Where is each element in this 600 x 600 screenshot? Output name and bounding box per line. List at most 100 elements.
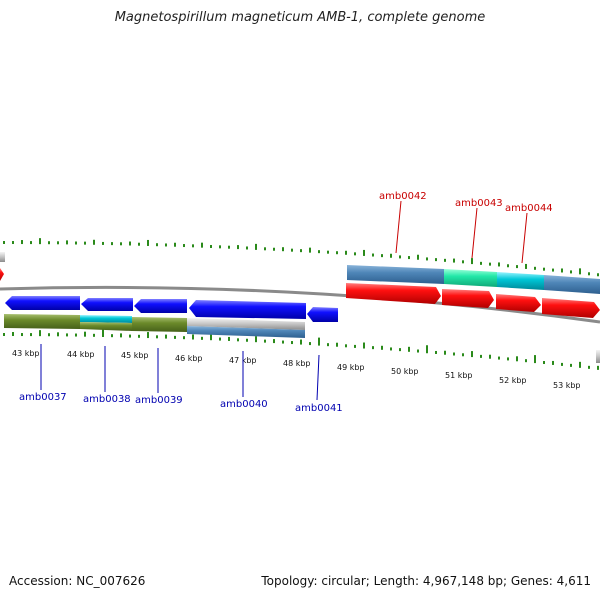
gc-tick bbox=[264, 339, 266, 343]
gene-label-amb0038[interactable]: amb0038 bbox=[83, 394, 131, 405]
gc-tick bbox=[84, 241, 86, 245]
forward-gene-track bbox=[346, 283, 600, 318]
gc-tick bbox=[273, 339, 275, 344]
gc-tick bbox=[66, 333, 68, 337]
gene-label-amb0044[interactable]: amb0044 bbox=[505, 203, 553, 214]
kbp-label: 45 kbp bbox=[121, 351, 149, 360]
gc-tick bbox=[273, 247, 275, 251]
gc-tick bbox=[426, 345, 428, 354]
gc-tick bbox=[399, 255, 401, 259]
gc-tick bbox=[246, 246, 248, 250]
gc-tick bbox=[516, 356, 518, 362]
gc-tick bbox=[543, 361, 545, 365]
forward-cog-track bbox=[347, 265, 600, 294]
gene-label-amb0040[interactable]: amb0040 bbox=[220, 399, 268, 410]
gc-tick bbox=[417, 349, 419, 353]
gc-tick bbox=[390, 253, 392, 258]
gc-tick bbox=[525, 263, 527, 269]
gene-arrow-amb0037[interactable] bbox=[5, 296, 80, 310]
kbp-label: 44 kbp bbox=[67, 350, 95, 359]
gc-tick bbox=[120, 242, 122, 246]
gc-tick bbox=[30, 241, 32, 245]
gc-tick bbox=[3, 241, 5, 245]
gc-tick bbox=[237, 245, 239, 250]
gc-tick bbox=[138, 334, 140, 338]
gc-tick bbox=[309, 342, 311, 346]
gc-tick bbox=[147, 239, 149, 246]
kbp-label: 51 kbp bbox=[445, 371, 473, 380]
gc-tick bbox=[183, 244, 185, 248]
gene-label-amb0039[interactable]: amb0039 bbox=[135, 395, 183, 406]
gc-tick bbox=[318, 250, 320, 254]
partial-cog-block-right bbox=[596, 350, 600, 363]
gc-tick bbox=[588, 272, 590, 276]
gc-tick bbox=[156, 335, 158, 339]
gene-arrow-amb0043[interactable] bbox=[442, 289, 494, 308]
gc-tick bbox=[210, 244, 212, 248]
gc-tick bbox=[255, 243, 257, 250]
gene-label-amb0043[interactable]: amb0043 bbox=[455, 198, 503, 209]
gc-tick bbox=[210, 332, 212, 341]
gene-arrow-amb0039[interactable] bbox=[134, 299, 187, 313]
gc-tick bbox=[435, 350, 437, 354]
gc-tick bbox=[219, 245, 221, 249]
gc-tick bbox=[561, 362, 563, 366]
gc-tick bbox=[534, 266, 536, 270]
gene-arrow-amb0042[interactable] bbox=[346, 283, 441, 304]
gc-tick bbox=[255, 336, 257, 343]
gc-tick bbox=[48, 241, 50, 245]
gc-tick bbox=[219, 337, 221, 341]
gc-tick bbox=[390, 347, 392, 351]
gc-tick bbox=[264, 247, 266, 251]
gc-tick bbox=[183, 336, 185, 340]
gc-tick bbox=[75, 241, 77, 245]
gc-tick bbox=[174, 242, 176, 247]
gene-arrow-amb0044[interactable] bbox=[496, 294, 541, 312]
gc-tick bbox=[552, 268, 554, 272]
gene-arrow-amb0040[interactable] bbox=[189, 300, 306, 319]
gc-tick bbox=[111, 242, 113, 246]
gene-label-amb0041[interactable]: amb0041 bbox=[295, 403, 343, 414]
gc-tick bbox=[462, 353, 464, 357]
gc-tick bbox=[84, 331, 86, 337]
gene-arrow-amb0041[interactable] bbox=[307, 307, 338, 322]
gc-tick bbox=[75, 333, 77, 337]
kbp-label: 49 kbp bbox=[337, 363, 365, 372]
gc-tick bbox=[192, 244, 194, 248]
gc-content-ticks-upper bbox=[3, 238, 599, 277]
gc-tick bbox=[516, 265, 518, 269]
gc-tick bbox=[336, 251, 338, 255]
gc-tick bbox=[381, 254, 383, 258]
gc-tick bbox=[399, 348, 401, 352]
gc-tick bbox=[147, 332, 149, 339]
gc-tick bbox=[552, 360, 554, 365]
gc-tick bbox=[129, 241, 131, 246]
gene-arrow-amb0038[interactable] bbox=[81, 298, 133, 311]
gc-tick bbox=[237, 338, 239, 342]
gene-label-amb0042[interactable]: amb0042 bbox=[379, 191, 427, 202]
gc-tick bbox=[21, 333, 23, 337]
accession-label: Accession: NC_007626 bbox=[9, 574, 146, 588]
gc-tick bbox=[327, 343, 329, 347]
gc-tick bbox=[39, 330, 41, 337]
gc-tick bbox=[354, 252, 356, 256]
genome-summary-label: Topology: circular; Length: 4,967,148 bp… bbox=[261, 574, 591, 588]
gc-tick bbox=[597, 273, 599, 277]
gc-tick bbox=[318, 337, 320, 346]
gc-content-ticks-lower bbox=[3, 328, 599, 370]
gc-tick bbox=[471, 351, 473, 358]
gc-tick bbox=[228, 245, 230, 249]
kbp-label: 48 kbp bbox=[283, 359, 311, 368]
gc-tick bbox=[579, 268, 581, 275]
gc-tick bbox=[363, 249, 365, 256]
gc-tick bbox=[372, 253, 374, 257]
gene-arrow-next-forward[interactable] bbox=[542, 298, 600, 318]
gc-tick bbox=[408, 346, 410, 352]
gc-tick bbox=[12, 241, 14, 245]
gc-tick bbox=[201, 242, 203, 248]
reverse-gene-track bbox=[5, 296, 338, 322]
gene-label-amb0037[interactable]: amb0037 bbox=[19, 392, 67, 403]
gc-tick bbox=[480, 354, 482, 358]
gc-tick bbox=[471, 258, 473, 265]
